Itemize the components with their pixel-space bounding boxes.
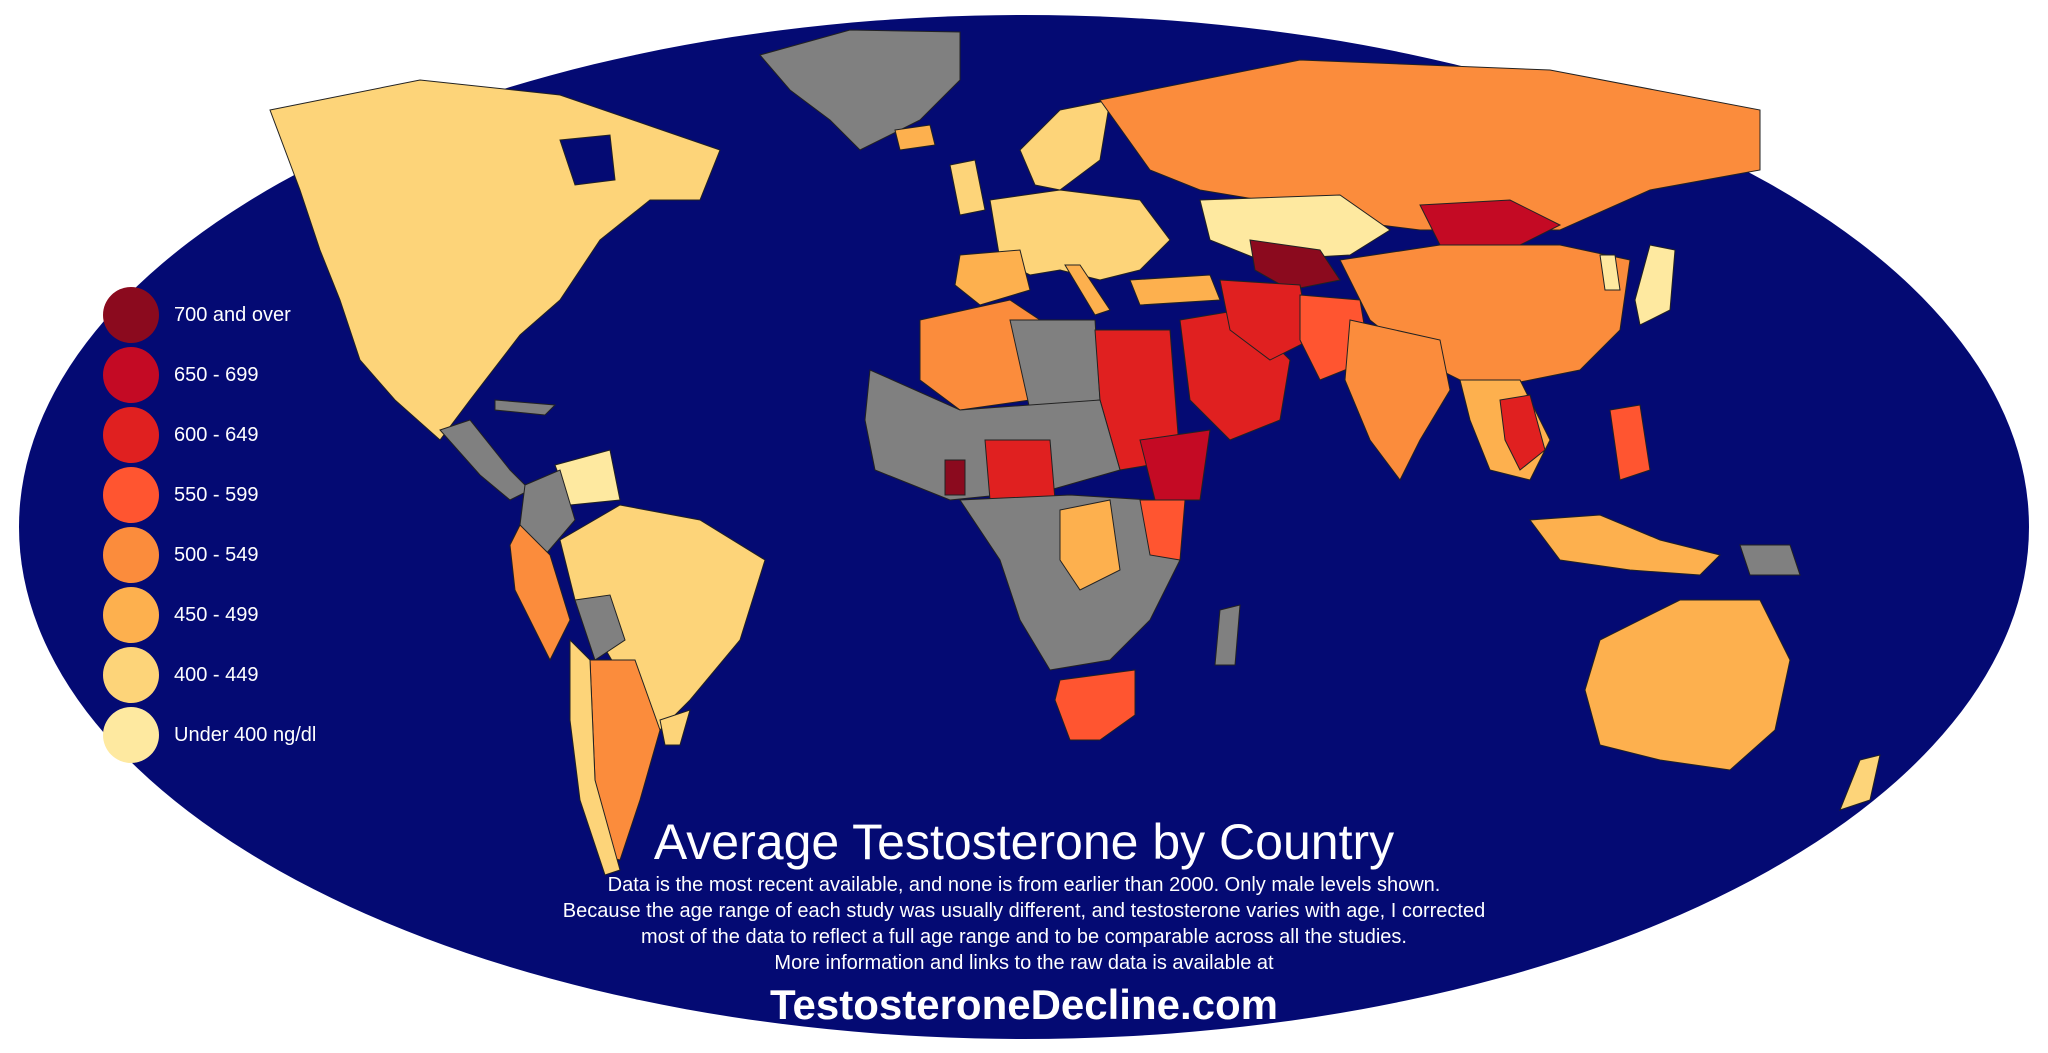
legend-label: 650 - 699 [174,363,259,386]
legend-label: 450 - 499 [174,603,259,626]
india[interactable] [1344,319,1451,481]
bolivia[interactable] [574,594,626,661]
new-guinea[interactable] [1739,544,1801,576]
iceland[interactable] [894,124,936,151]
legend-label: Under 400 ng/dl [174,723,317,746]
indonesia[interactable] [1529,514,1721,576]
iran[interactable] [1219,279,1311,361]
kazakhstan[interactable] [1199,194,1391,261]
russia[interactable] [1099,59,1761,231]
version-label: v3 - 8/16/22 [1500,1023,1548,1033]
ghana[interactable] [944,459,966,496]
legend-swatch [103,347,159,403]
japan[interactable] [1634,244,1676,326]
legend-swatch [103,527,159,583]
uk[interactable] [949,159,986,216]
turkey[interactable] [1129,274,1221,306]
legend-item: 500 - 549 [103,525,423,585]
website-link[interactable]: TestosteroneDecline.com [769,981,1279,1028]
ethiopia[interactable] [1139,429,1211,501]
chile[interactable] [569,638,621,876]
landmasses [269,29,1881,876]
legend-item: 700 and over [103,285,423,345]
cuba[interactable] [494,399,557,416]
madagascar[interactable] [1214,604,1241,666]
legend-label: 600 - 649 [174,423,259,446]
legend-swatch [103,587,159,643]
scandinavia[interactable] [1019,99,1111,191]
map-title: Average Testosterone by Country [653,814,1395,870]
drc[interactable] [1059,499,1121,591]
central-asia[interactable] [1249,239,1341,291]
legend-item: 650 - 699 [103,345,423,405]
map-legend: 700 and over 650 - 699 600 - 649 550 - 5… [103,285,423,765]
uruguay[interactable] [659,709,691,746]
legend-swatch [103,647,159,703]
legend-item: 400 - 449 [103,645,423,705]
legend-item: Under 400 ng/dl [103,705,423,765]
legend-label: 550 - 599 [174,483,259,506]
thailand[interactable] [1499,394,1546,471]
legend-swatch [103,467,159,523]
legend-item: 600 - 649 [103,405,423,465]
italy[interactable] [1064,264,1111,316]
peru[interactable] [509,524,571,662]
legend-label: 400 - 449 [174,663,259,686]
australia[interactable] [1584,599,1791,771]
mongolia[interactable] [1419,199,1562,251]
legend-item: 450 - 499 [103,585,423,645]
central-africa[interactable] [959,494,1181,671]
south-africa[interactable] [1054,669,1136,741]
east-africa[interactable] [1139,499,1186,561]
korea[interactable] [1599,254,1621,291]
legend-swatch [103,407,159,463]
description-line: Because the age range of each study was … [562,900,1486,922]
description-line: Data is the most recent available, and n… [607,874,1441,896]
philippines[interactable] [1609,404,1651,481]
hudson-bay [559,134,616,186]
legend-label: 700 and over [174,303,291,326]
nigeria[interactable] [984,439,1056,501]
description-line: More information and links to the raw da… [774,952,1274,974]
new-zealand[interactable] [1839,754,1881,811]
colombia[interactable] [519,469,576,556]
legend-label: 500 - 549 [174,543,259,566]
legend-item: 550 - 599 [103,465,423,525]
legend-swatch [103,287,159,343]
description-line: most of the data to reflect a full age r… [640,926,1407,948]
legend-swatch [103,707,159,763]
map-caption: Average Testosterone by Country Data is … [424,812,1624,1032]
iberia[interactable] [954,249,1031,306]
greenland[interactable] [759,29,961,151]
